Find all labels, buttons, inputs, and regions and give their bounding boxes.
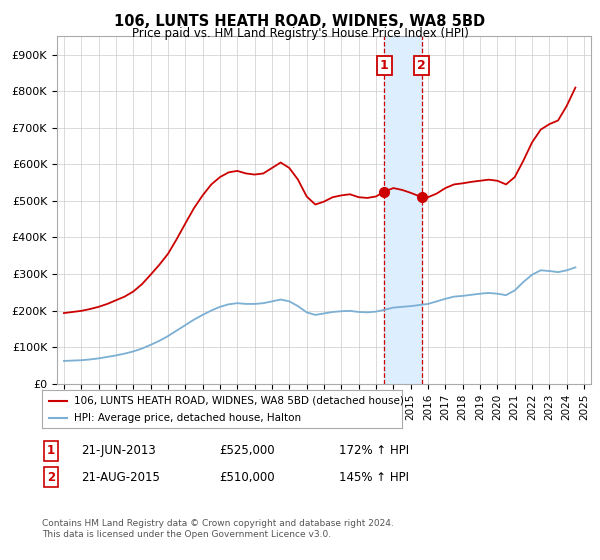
Text: 145% ↑ HPI: 145% ↑ HPI bbox=[339, 470, 409, 484]
Text: 21-JUN-2013: 21-JUN-2013 bbox=[81, 444, 156, 458]
Text: HPI: Average price, detached house, Halton: HPI: Average price, detached house, Halt… bbox=[74, 413, 302, 423]
Text: 106, LUNTS HEATH ROAD, WIDNES, WA8 5BD (detached house): 106, LUNTS HEATH ROAD, WIDNES, WA8 5BD (… bbox=[74, 395, 404, 405]
Bar bbox=[384, 36, 422, 384]
Text: 1: 1 bbox=[380, 59, 389, 72]
Text: 1: 1 bbox=[47, 444, 55, 458]
Text: £525,000: £525,000 bbox=[219, 444, 275, 458]
Text: Contains HM Land Registry data © Crown copyright and database right 2024.
This d: Contains HM Land Registry data © Crown c… bbox=[42, 520, 394, 539]
Text: Price paid vs. HM Land Registry's House Price Index (HPI): Price paid vs. HM Land Registry's House … bbox=[131, 27, 469, 40]
Text: 106, LUNTS HEATH ROAD, WIDNES, WA8 5BD: 106, LUNTS HEATH ROAD, WIDNES, WA8 5BD bbox=[115, 14, 485, 29]
Text: £510,000: £510,000 bbox=[219, 470, 275, 484]
Text: 2: 2 bbox=[47, 470, 55, 484]
Text: 172% ↑ HPI: 172% ↑ HPI bbox=[339, 444, 409, 458]
Text: 2: 2 bbox=[418, 59, 426, 72]
Text: 21-AUG-2015: 21-AUG-2015 bbox=[81, 470, 160, 484]
